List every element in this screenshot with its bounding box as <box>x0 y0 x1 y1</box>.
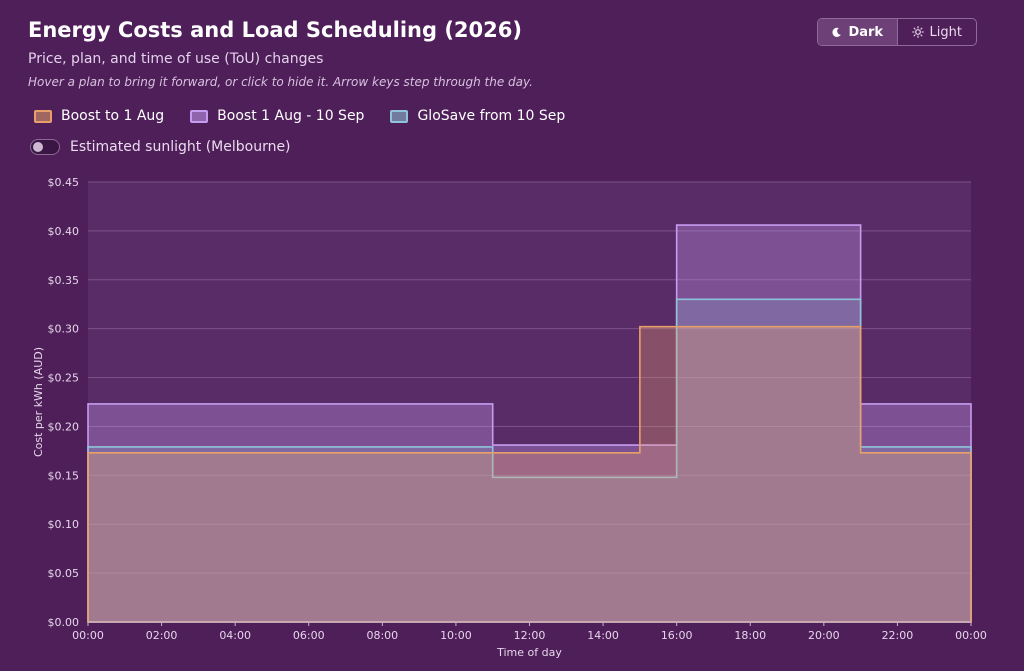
x-tick-label: 04:00 <box>219 629 251 642</box>
y-tick-label: $0.40 <box>48 225 80 238</box>
legend-label-boost-sep: Boost 1 Aug - 10 Sep <box>217 108 365 124</box>
legend-label-glosave: GloSave from 10 Sep <box>417 108 566 124</box>
y-tick-label: $0.00 <box>48 616 80 629</box>
light-theme-label: Light <box>929 24 962 40</box>
x-tick-label: 16:00 <box>661 629 693 642</box>
sunlight-toggle-switch[interactable] <box>30 139 60 155</box>
sun-icon <box>911 26 924 38</box>
x-tick-label: 00:00 <box>72 629 104 642</box>
plot-area <box>88 182 971 622</box>
sunlight-row: Estimated sunlight (Melbourne) <box>30 139 291 155</box>
y-axis-label: Cost per kWh (AUD) <box>32 347 45 457</box>
sunlight-toggle-label: Estimated sunlight (Melbourne) <box>70 139 291 155</box>
dark-theme-button[interactable]: Dark <box>818 19 897 45</box>
x-axis-label: Time of day <box>496 646 562 659</box>
y-tick-label: $0.05 <box>48 567 80 580</box>
page-subtitle: Price, plan, and time of use (ToU) chang… <box>28 51 324 67</box>
x-tick-label: 12:00 <box>514 629 546 642</box>
x-tick-label: 08:00 <box>366 629 398 642</box>
y-tick-label: $0.10 <box>48 518 80 531</box>
interaction-hint: Hover a plan to bring it forward, or cli… <box>28 75 533 89</box>
x-tick-label: 00:00 <box>955 629 987 642</box>
theme-toggle: Dark Light <box>817 18 977 46</box>
legend-item-boost-aug[interactable]: Boost to 1 Aug <box>34 108 164 124</box>
y-tick-label: $0.20 <box>48 420 80 433</box>
legend-swatch-glosave <box>390 109 409 123</box>
y-tick-label: $0.25 <box>48 372 80 385</box>
light-theme-button[interactable]: Light <box>896 19 977 45</box>
x-tick-label: 14:00 <box>587 629 619 642</box>
y-tick-label: $0.35 <box>48 274 80 287</box>
series-area-boost-aug <box>87 325 972 623</box>
legend-item-glosave[interactable]: GloSave from 10 Sep <box>390 108 565 124</box>
legend-swatch-boost-aug <box>34 109 52 123</box>
legend-swatch-boost-sep <box>190 109 209 123</box>
x-tick-label: 22:00 <box>882 629 914 642</box>
legend-label-boost-aug: Boost to 1 Aug <box>61 108 165 124</box>
sunlight-toggle-knob <box>33 142 43 152</box>
dark-theme-label: Dark <box>848 24 884 40</box>
y-tick-label: $0.45 <box>48 176 80 189</box>
y-tick-label: $0.30 <box>48 323 80 336</box>
chart-legend: Boost to 1 Aug Boost 1 Aug - 10 Sep GloS… <box>34 108 565 124</box>
page-title: Energy Costs and Load Scheduling (2026) <box>28 18 522 42</box>
moon-icon <box>832 27 842 37</box>
x-tick-label: 18:00 <box>734 629 766 642</box>
y-tick-label: $0.15 <box>48 469 80 482</box>
x-tick-label: 20:00 <box>808 629 840 642</box>
x-tick-label: 02:00 <box>146 629 178 642</box>
x-tick-label: 10:00 <box>440 629 472 642</box>
legend-item-boost-sep[interactable]: Boost 1 Aug - 10 Sep <box>190 108 364 124</box>
x-tick-label: 06:00 <box>293 629 325 642</box>
